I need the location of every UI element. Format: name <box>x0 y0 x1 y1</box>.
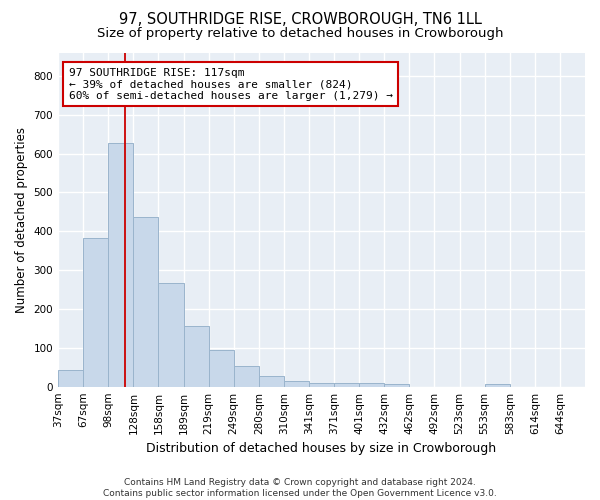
Bar <box>108 143 133 386</box>
Bar <box>158 282 184 387</box>
Bar <box>133 217 158 386</box>
Text: 97, SOUTHRIDGE RISE, CROWBOROUGH, TN6 1LL: 97, SOUTHRIDGE RISE, CROWBOROUGH, TN6 1L… <box>119 12 481 28</box>
Bar <box>259 376 284 386</box>
Bar <box>233 366 259 386</box>
Bar <box>334 383 359 386</box>
Bar <box>184 326 209 386</box>
Text: Contains HM Land Registry data © Crown copyright and database right 2024.
Contai: Contains HM Land Registry data © Crown c… <box>103 478 497 498</box>
Y-axis label: Number of detached properties: Number of detached properties <box>15 126 28 312</box>
Bar <box>384 384 409 386</box>
Bar <box>485 384 510 386</box>
Bar <box>58 370 83 386</box>
Bar <box>83 238 108 386</box>
Bar <box>209 350 233 387</box>
Bar <box>284 381 309 386</box>
Bar <box>309 383 334 386</box>
X-axis label: Distribution of detached houses by size in Crowborough: Distribution of detached houses by size … <box>146 442 497 455</box>
Text: Size of property relative to detached houses in Crowborough: Size of property relative to detached ho… <box>97 28 503 40</box>
Bar <box>359 383 384 386</box>
Text: 97 SOUTHRIDGE RISE: 117sqm
← 39% of detached houses are smaller (824)
60% of sem: 97 SOUTHRIDGE RISE: 117sqm ← 39% of deta… <box>68 68 392 100</box>
